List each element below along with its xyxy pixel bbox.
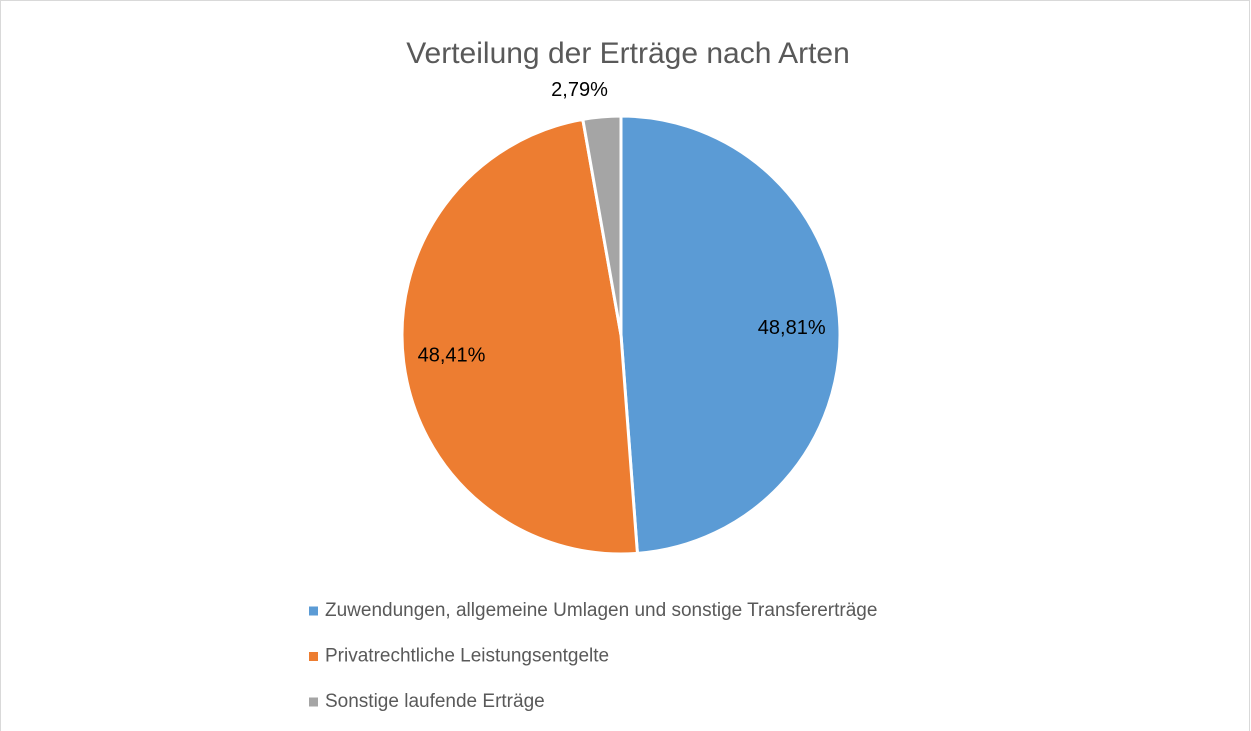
legend-label: Sonstige laufende Erträge bbox=[325, 691, 545, 712]
pie-slice bbox=[400, 117, 640, 556]
legend-label: Zuwendungen, allgemeine Umlagen und sons… bbox=[325, 600, 877, 621]
chart-title: Verteilung der Erträge nach Arten bbox=[406, 37, 850, 70]
legend-swatch bbox=[309, 606, 318, 616]
legend-swatch bbox=[309, 652, 318, 661]
data-label: 2,79% bbox=[551, 79, 608, 101]
pie-slice bbox=[581, 114, 623, 336]
data-label: 48,81% bbox=[758, 317, 826, 339]
legend-swatch bbox=[309, 697, 318, 707]
data-label: 48,41% bbox=[418, 345, 486, 367]
pie-slice bbox=[619, 114, 842, 555]
legend-label: Privatrechtliche Leistungsentgelte bbox=[325, 646, 609, 667]
